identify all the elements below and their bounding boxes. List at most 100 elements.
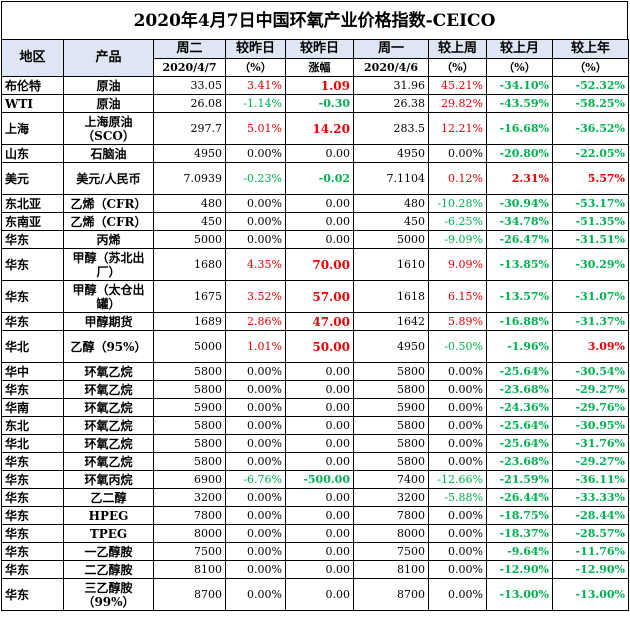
- cell-month: -1.96%: [486, 330, 553, 363]
- cell-product: 环氧乙烷: [63, 398, 154, 417]
- cell-week: 0.00%: [428, 578, 487, 611]
- cell-product: 原油: [63, 76, 154, 95]
- cell-chg-amt: 0.00: [285, 560, 354, 579]
- table-header: 地区 产品 周二 较昨日 较昨日 周一 较上周 较上月 较上年 2020/4/7…: [1, 39, 629, 77]
- cell-week: 0.00%: [428, 452, 487, 471]
- table-row: 华中 环氧乙烷 5800 0.00% 0.00 5800 0.00% -25.64% -30.5…: [1, 362, 629, 381]
- cell-today: 6900: [153, 470, 226, 489]
- cell-week: 0.00%: [428, 380, 487, 399]
- header-chg-amt: 较昨日: [285, 39, 354, 59]
- cell-year: -36.11%: [552, 470, 629, 489]
- cell-year: -13.00%: [552, 578, 629, 611]
- table-row: 华东 甲醇（太仓出罐） 1675 3.52% 57.00 1618 6.15% -13.57%…: [1, 280, 629, 313]
- cell-today: 5000: [153, 330, 226, 363]
- cell-prev: 1618: [353, 280, 429, 313]
- table-row: 华南 环氧乙烷 5900 0.00% 0.00 5900 0.00% -24.36% -29.7…: [1, 398, 629, 417]
- cell-today: 5800: [153, 452, 226, 471]
- cell-region: 华东: [1, 452, 64, 471]
- cell-region: 华东: [1, 380, 64, 399]
- cell-today: 5000: [153, 230, 226, 249]
- cell-year: -51.35%: [552, 212, 629, 231]
- cell-year: -28.57%: [552, 524, 629, 543]
- cell-chg-pct: 0.00%: [225, 506, 286, 525]
- header-year-unit: （%）: [552, 58, 629, 77]
- cell-today: 1675: [153, 280, 226, 313]
- cell-week: -6.25%: [428, 212, 487, 231]
- cell-region: 华中: [1, 362, 64, 381]
- cell-today: 5800: [153, 362, 226, 381]
- cell-product: 乙烯（CFR）: [63, 212, 154, 231]
- cell-product: 三乙醇胺（99%）: [63, 578, 154, 611]
- cell-year: 3.09%: [552, 330, 629, 363]
- cell-week: 0.12%: [428, 162, 487, 195]
- cell-week: 0.00%: [428, 398, 487, 417]
- cell-year: 5.57%: [552, 162, 629, 195]
- table-row: 华东 甲醇（苏北出厂） 1680 4.35% 70.00 1610 9.09% -13.85%…: [1, 248, 629, 281]
- cell-chg-amt: 0.00: [285, 524, 354, 543]
- cell-chg-amt: 0.00: [285, 578, 354, 611]
- cell-year: -30.95%: [552, 416, 629, 435]
- table-row: WTI 原油 26.08 -1.14% -0.30 26.38 29.82% -43.59% -…: [1, 94, 629, 113]
- cell-chg-pct: 0.00%: [225, 542, 286, 561]
- cell-product: 乙醇（95%）: [63, 330, 154, 363]
- cell-year: -31.37%: [552, 312, 629, 331]
- cell-month: -12.90%: [486, 560, 553, 579]
- table-body: 布伦特 原油 33.05 3.41% 1.09 31.96 45.21% -34.10% -52…: [1, 76, 629, 611]
- cell-week: -0.50%: [428, 330, 487, 363]
- cell-week: 29.82%: [428, 94, 487, 113]
- cell-today: 3200: [153, 488, 226, 507]
- cell-chg-pct: -6.76%: [225, 470, 286, 489]
- sheet-title: 2020年4月7日中国环氧产业价格指数-CEICO: [1, 1, 628, 39]
- cell-month: -13.57%: [486, 280, 553, 313]
- cell-chg-pct: 0.00%: [225, 452, 286, 471]
- cell-month: -34.78%: [486, 212, 553, 231]
- cell-region: 华东: [1, 542, 64, 561]
- table-row: 华东 环氧乙烷 5800 0.00% 0.00 5800 0.00% -23.68% -29.2…: [1, 380, 629, 399]
- cell-week: 0.00%: [428, 416, 487, 435]
- cell-region: 上海: [1, 112, 64, 145]
- cell-prev: 480: [353, 194, 429, 213]
- cell-year: -29.76%: [552, 398, 629, 417]
- header-year: 较上年: [552, 39, 629, 59]
- cell-region: 华北: [1, 434, 64, 453]
- cell-week: 12.21%: [428, 112, 487, 145]
- cell-chg-amt: 0.00: [285, 380, 354, 399]
- cell-year: -28.44%: [552, 506, 629, 525]
- cell-month: -13.85%: [486, 248, 553, 281]
- cell-week: 0.00%: [428, 524, 487, 543]
- header-month: 较上月: [486, 39, 553, 59]
- cell-week: 0.00%: [428, 560, 487, 579]
- cell-today: 5900: [153, 398, 226, 417]
- cell-week: -12.66%: [428, 470, 487, 489]
- header-today: 周二: [153, 39, 226, 59]
- cell-chg-amt: 0.00: [285, 362, 354, 381]
- cell-region: 华东: [1, 312, 64, 331]
- cell-region: 华东: [1, 470, 64, 489]
- cell-product: 环氧乙烷: [63, 452, 154, 471]
- cell-month: -30.94%: [486, 194, 553, 213]
- cell-today: 8000: [153, 524, 226, 543]
- cell-chg-amt: 1.09: [285, 76, 354, 95]
- cell-prev: 31.96: [353, 76, 429, 95]
- cell-today: 1689: [153, 312, 226, 331]
- cell-month: -9.64%: [486, 542, 553, 561]
- cell-prev: 8000: [353, 524, 429, 543]
- cell-week: 0.00%: [428, 542, 487, 561]
- cell-today: 26.08: [153, 94, 226, 113]
- cell-chg-amt: 0.00: [285, 194, 354, 213]
- cell-chg-amt: 57.00: [285, 280, 354, 313]
- header-chg-pct-unit: （%）: [225, 58, 286, 77]
- header-region: 地区: [1, 39, 64, 77]
- table-row: 华北 环氧乙烷 5800 0.00% 0.00 5800 0.00% -25.64% -31.7…: [1, 434, 629, 453]
- cell-prev: 5800: [353, 434, 429, 453]
- table-row: 华东 HPEG 7800 0.00% 0.00 7800 0.00% -18.75% -28.4…: [1, 506, 629, 525]
- cell-chg-amt: -500.00: [285, 470, 354, 489]
- cell-week: 9.09%: [428, 248, 487, 281]
- table-row: 布伦特 原油 33.05 3.41% 1.09 31.96 45.21% -34.10% -52…: [1, 76, 629, 95]
- cell-month: -13.00%: [486, 578, 553, 611]
- cell-year: -31.07%: [552, 280, 629, 313]
- cell-month: -16.88%: [486, 312, 553, 331]
- cell-today: 5800: [153, 434, 226, 453]
- cell-week: 0.00%: [428, 434, 487, 453]
- cell-chg-pct: 5.01%: [225, 112, 286, 145]
